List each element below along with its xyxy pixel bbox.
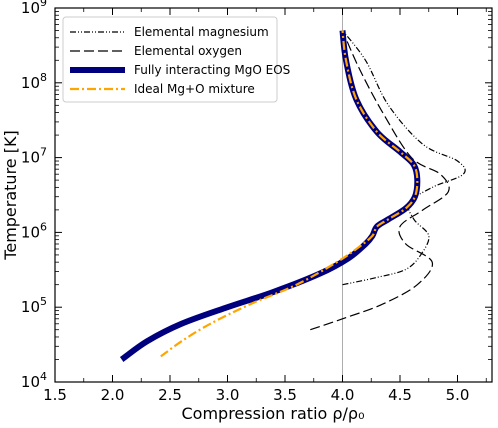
x-tick-label-1: 2.0 — [101, 386, 125, 404]
y-tick-label-4: 108 — [21, 71, 47, 92]
x-axis-label: Compression ratio ρ/ρ₀ — [182, 404, 365, 423]
x-tick-label-2: 2.5 — [158, 386, 182, 404]
series-layer — [119, 30, 466, 362]
y-tick-label-5: 109 — [21, 0, 47, 17]
x-tick-label-3: 3.0 — [216, 386, 240, 404]
x-tick-label-4: 3.5 — [273, 386, 297, 404]
legend-label-ideal-mixture: Ideal Mg+O mixture — [134, 82, 255, 96]
series-line-ideal-mg-o-mixture — [160, 30, 419, 358]
legend-label-mgo-eos: Fully interacting MgO EOS — [134, 63, 290, 77]
y-tick-label-3: 107 — [21, 146, 47, 167]
series-line-elemental-oxygen — [310, 30, 450, 331]
y-tick-label-2: 106 — [21, 220, 47, 241]
y-tick-label-0: 104 — [21, 370, 47, 391]
x-tick-label-6: 4.5 — [388, 386, 412, 404]
x-tick-label-5: 4.0 — [331, 386, 355, 404]
ticks-layer: 1.5 2.0 2.5 3.0 3.5 4.0 4.5 5.0 104 105 106 107 108 1… — [21, 0, 492, 404]
legend-frame — [62, 16, 278, 103]
legend-label-oxygen: Elemental oxygen — [134, 44, 242, 58]
x-tick-label-7: 5.0 — [446, 386, 470, 404]
x-tick-label-0: 1.5 — [43, 386, 67, 404]
series-line-elemental-magnesium — [342, 30, 466, 286]
legend-label-magnesium: Elemental magnesium — [134, 25, 269, 39]
plot-frame — [54, 7, 493, 383]
y-tick-label-1: 105 — [21, 295, 47, 316]
y-axis-label: Temperature [K] — [1, 130, 20, 260]
legend: Elemental magnesium Elemental oxygen Ful… — [62, 16, 290, 103]
